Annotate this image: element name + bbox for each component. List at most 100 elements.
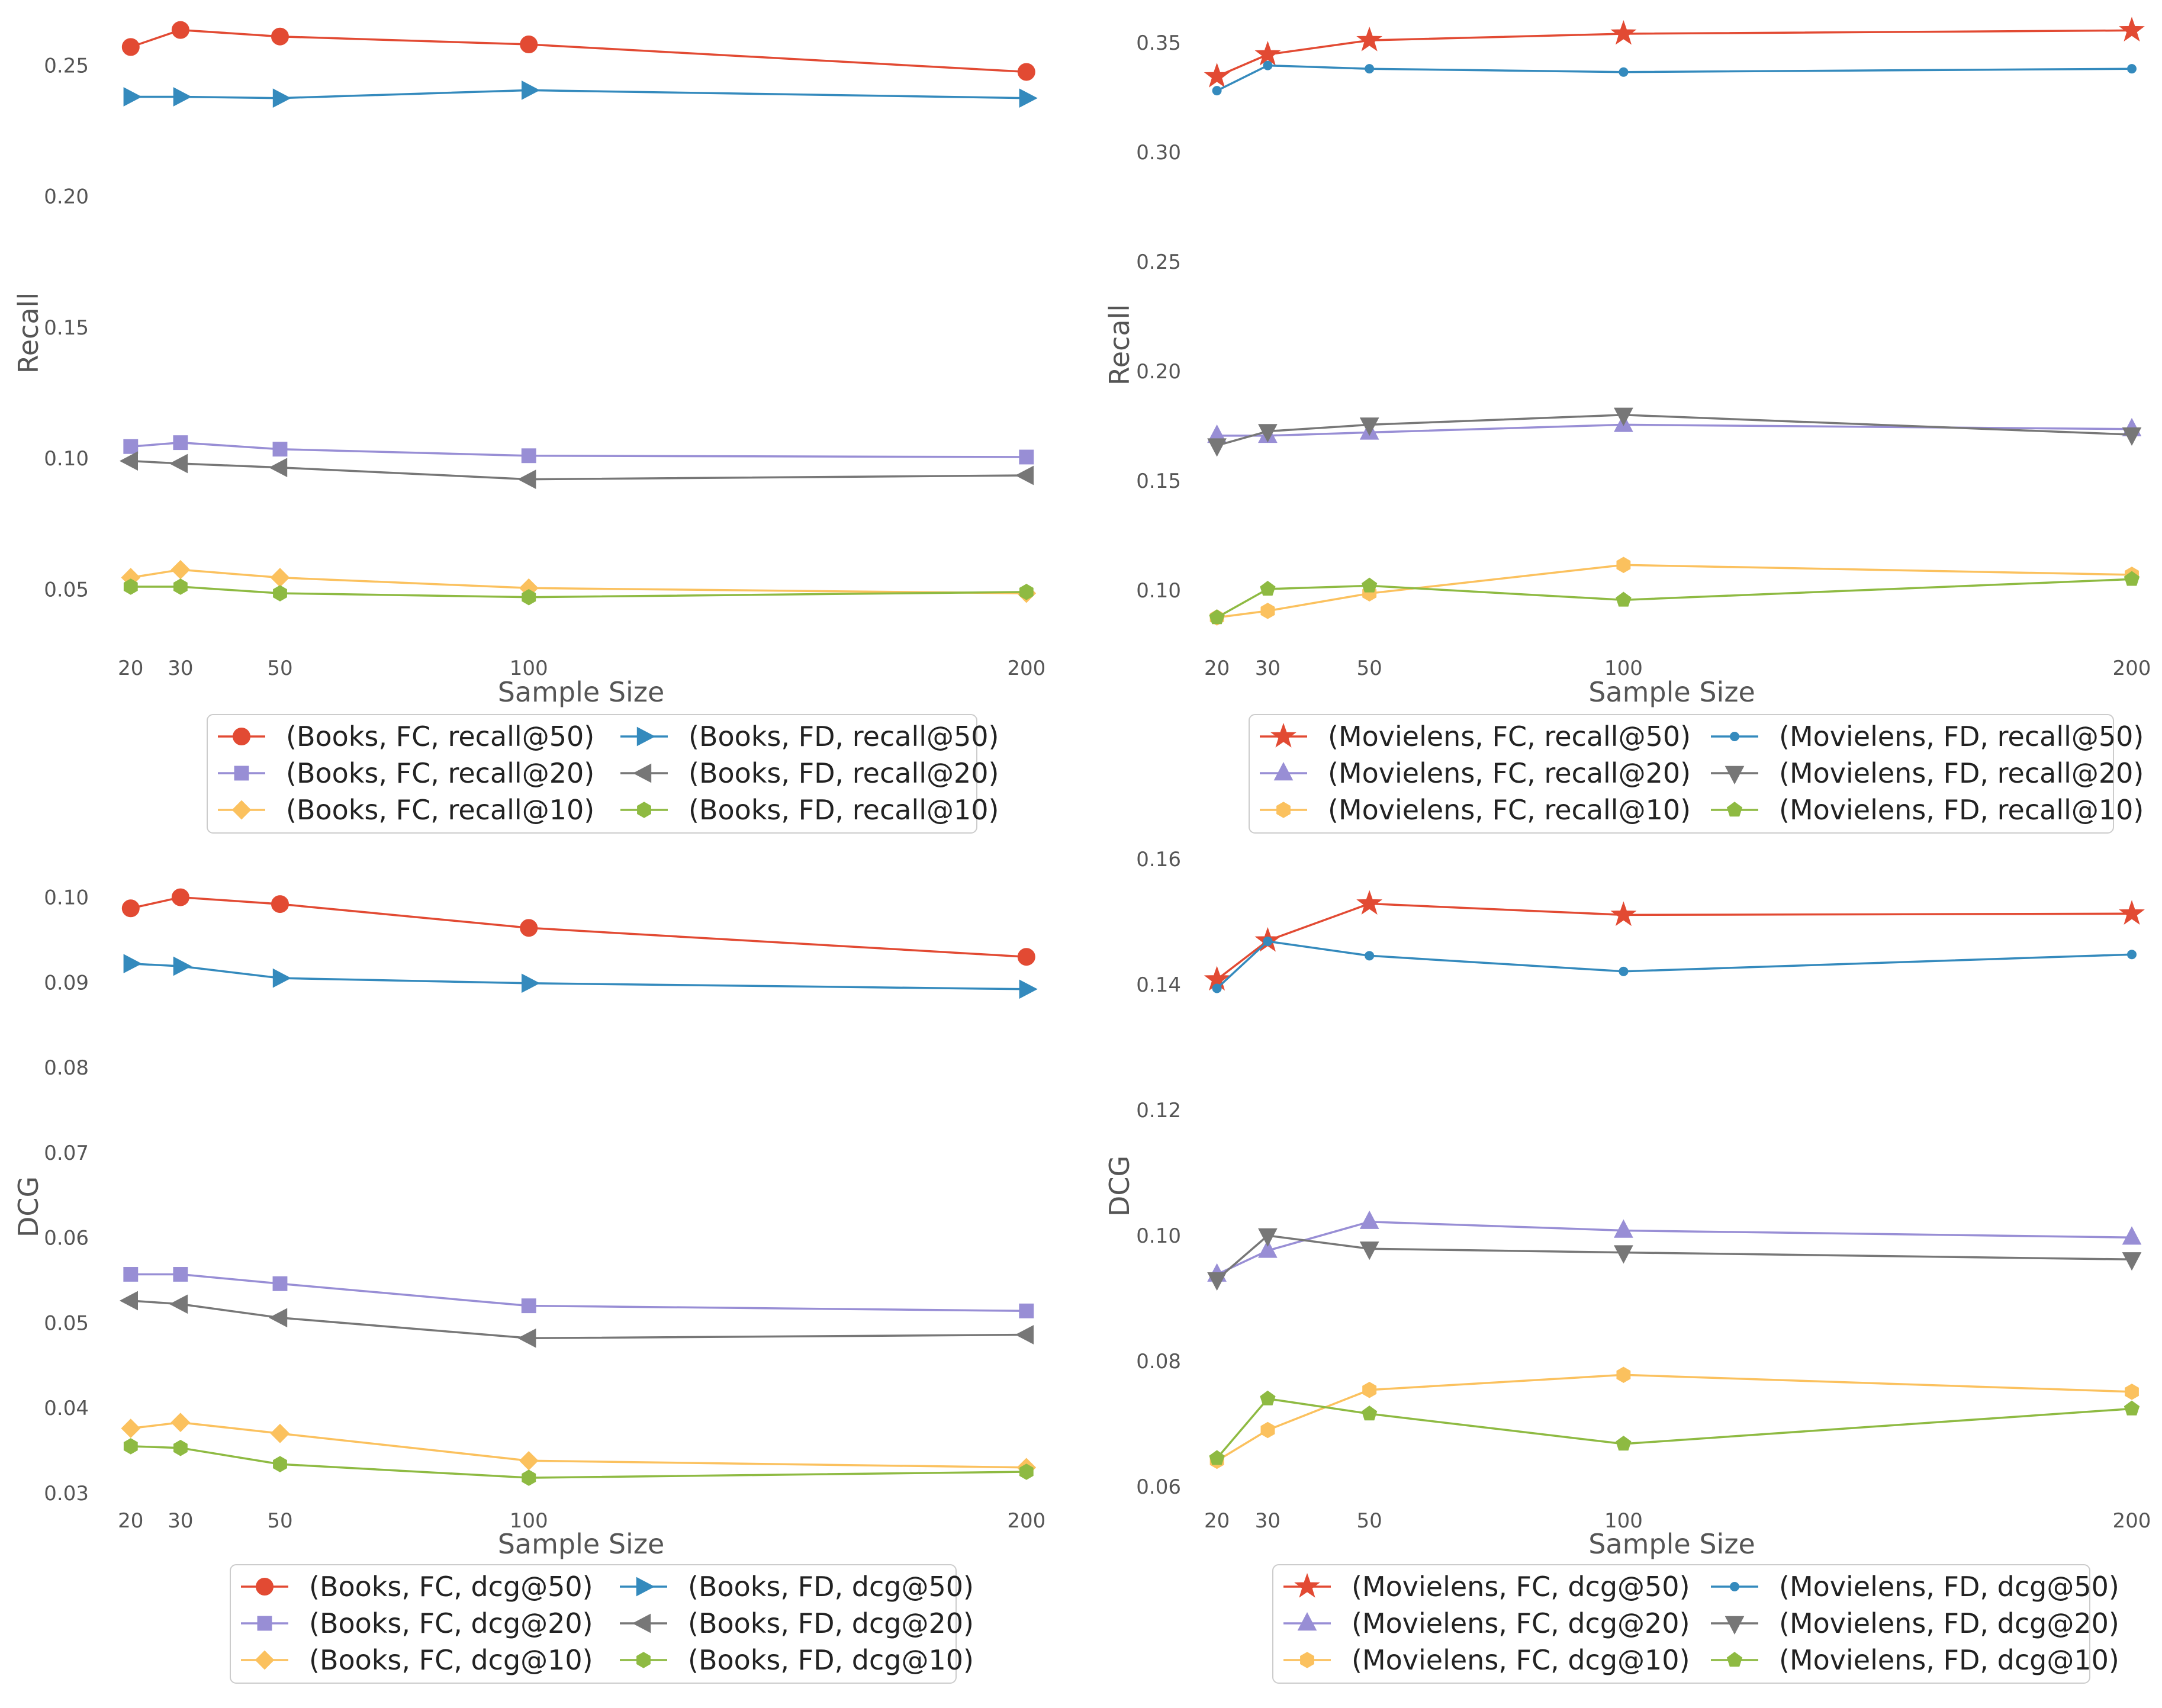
data-point <box>2127 64 2137 74</box>
legend-item: (Books, FD, recall@50) <box>620 720 999 752</box>
legend-frame <box>1249 714 2114 834</box>
data-point <box>2122 1226 2142 1245</box>
legend-marker <box>637 802 651 818</box>
y-tick-label: 0.05 <box>44 1311 89 1335</box>
legend-label: (Movielens, FC, dcg@20) <box>1352 1607 1690 1639</box>
y-tick-label: 0.09 <box>44 971 89 995</box>
legend-label: (Movielens, FD, dcg@20) <box>1779 1607 2119 1639</box>
x-tick-label: 100 <box>1604 1509 1643 1533</box>
data-point <box>1017 63 1035 81</box>
data-point <box>269 458 288 478</box>
series-0 <box>1204 890 2145 991</box>
series-line <box>130 568 1027 594</box>
legend-item: (Movielens, FC, dcg@10) <box>1283 1644 1690 1676</box>
data-point <box>173 435 188 451</box>
x-tick-label: 30 <box>168 657 193 680</box>
data-point <box>1356 27 1383 52</box>
data-point <box>1263 936 1273 946</box>
series-line <box>1216 64 2132 92</box>
legend-label: (Books, FC, dcg@10) <box>309 1644 593 1676</box>
data-point <box>1614 407 1633 426</box>
series-3 <box>1212 936 2137 993</box>
data-point <box>1019 449 1034 465</box>
legend-item: (Movielens, FD, recall@10) <box>1711 794 2144 826</box>
series-4 <box>119 451 1034 489</box>
legend-label: (Movielens, FC, recall@20) <box>1328 757 1691 789</box>
data-point <box>121 38 140 56</box>
y-tick-label: 0.15 <box>1136 469 1181 493</box>
data-point <box>2124 571 2140 586</box>
legend: (Books, FC, dcg@50) (Books, FC, dcg@20) (B… <box>230 1564 974 1684</box>
data-point <box>2119 900 2145 925</box>
chart-movielens-recall: 0.10 0.15 0.20 0.25 0.30 0.35 20 30 50 100 200 Samp… <box>1103 17 2151 834</box>
legend-marker <box>234 765 249 781</box>
data-point <box>1365 951 1375 961</box>
legend-marker <box>231 800 252 820</box>
legend-marker <box>636 1652 651 1668</box>
data-point <box>2125 1384 2139 1400</box>
legend-label: (Books, FC, recall@50) <box>286 720 594 752</box>
y-tick-label: 0.03 <box>44 1482 89 1506</box>
data-point <box>1356 890 1383 915</box>
legend-item: (Movielens, FC, dcg@50) <box>1283 1571 1690 1603</box>
legend-label: (Books, FD, recall@50) <box>689 720 999 752</box>
legend: (Books, FC, recall@50) (Books, FC, recall… <box>207 714 999 834</box>
series-line <box>130 28 1027 73</box>
x-tick-label: 200 <box>1007 1509 1045 1533</box>
series-line <box>130 89 1027 99</box>
data-point <box>173 87 192 107</box>
legend-marker <box>632 1613 651 1633</box>
data-point <box>1207 438 1227 457</box>
series-line <box>1216 1220 2132 1276</box>
data-point <box>121 1418 141 1439</box>
legend-marker <box>1726 1652 1743 1667</box>
data-point <box>173 1439 188 1456</box>
legend-label: (Books, FC, dcg@50) <box>309 1571 593 1603</box>
data-point <box>269 1308 288 1328</box>
legend-item: (Books, FD, dcg@50) <box>620 1571 974 1603</box>
data-point <box>2122 427 2142 446</box>
data-point <box>522 1469 536 1486</box>
legend-marker <box>1300 1652 1314 1668</box>
legend-label: (Movielens, FC, dcg@10) <box>1352 1644 1690 1676</box>
series-line <box>1216 1234 2132 1281</box>
data-point <box>1362 1381 1377 1398</box>
legend-label: (Books, FD, dcg@20) <box>688 1607 974 1639</box>
data-point <box>173 1267 188 1282</box>
y-axis-label: DCG <box>1103 1156 1135 1217</box>
legend-item: (Books, FC, dcg@50) <box>241 1571 593 1603</box>
legend-item: (Movielens, FC, recall@10) <box>1260 794 1691 826</box>
data-point <box>170 1413 191 1433</box>
legend-marker <box>1730 732 1739 741</box>
series-0 <box>121 888 1035 966</box>
y-tick-label: 0.16 <box>1136 848 1181 871</box>
data-point <box>1610 901 1637 927</box>
series-line <box>1216 578 2132 619</box>
x-tick-label: 200 <box>2113 657 2151 680</box>
series-3 <box>123 954 1038 999</box>
data-point <box>517 1328 536 1348</box>
data-point <box>1017 948 1035 966</box>
data-point <box>1260 581 1276 596</box>
data-point <box>519 1450 539 1471</box>
legend-item: (Movielens, FD, dcg@20) <box>1711 1607 2119 1639</box>
series-line <box>130 962 1027 990</box>
legend-item: (Movielens, FD, dcg@10) <box>1711 1644 2119 1676</box>
data-point <box>171 888 189 906</box>
x-tick-label: 30 <box>1255 1509 1281 1533</box>
x-axis-label: Sample Size <box>1588 676 1755 708</box>
legend: (Movielens, FC, dcg@50) (Movielens, FC, d… <box>1272 1564 2119 1684</box>
legend-frame <box>1272 1564 2090 1684</box>
series-line <box>1216 902 2132 980</box>
chart-movielens-dcg: 0.06 0.08 0.10 0.12 0.14 0.16 20 30 50 100 200 Samp… <box>1103 848 2151 1684</box>
data-point <box>2122 1252 2142 1271</box>
series-4 <box>1207 407 2142 457</box>
data-point <box>1260 603 1275 619</box>
series-2 <box>1209 557 2139 626</box>
legend-item: (Books, FC, dcg@10) <box>241 1644 593 1676</box>
data-point <box>169 1294 188 1314</box>
legend-item: (Books, FD, recall@10) <box>620 794 999 826</box>
data-point <box>1207 1272 1227 1291</box>
x-tick-label: 50 <box>1357 1509 1382 1533</box>
x-tick-label: 30 <box>168 1509 193 1533</box>
